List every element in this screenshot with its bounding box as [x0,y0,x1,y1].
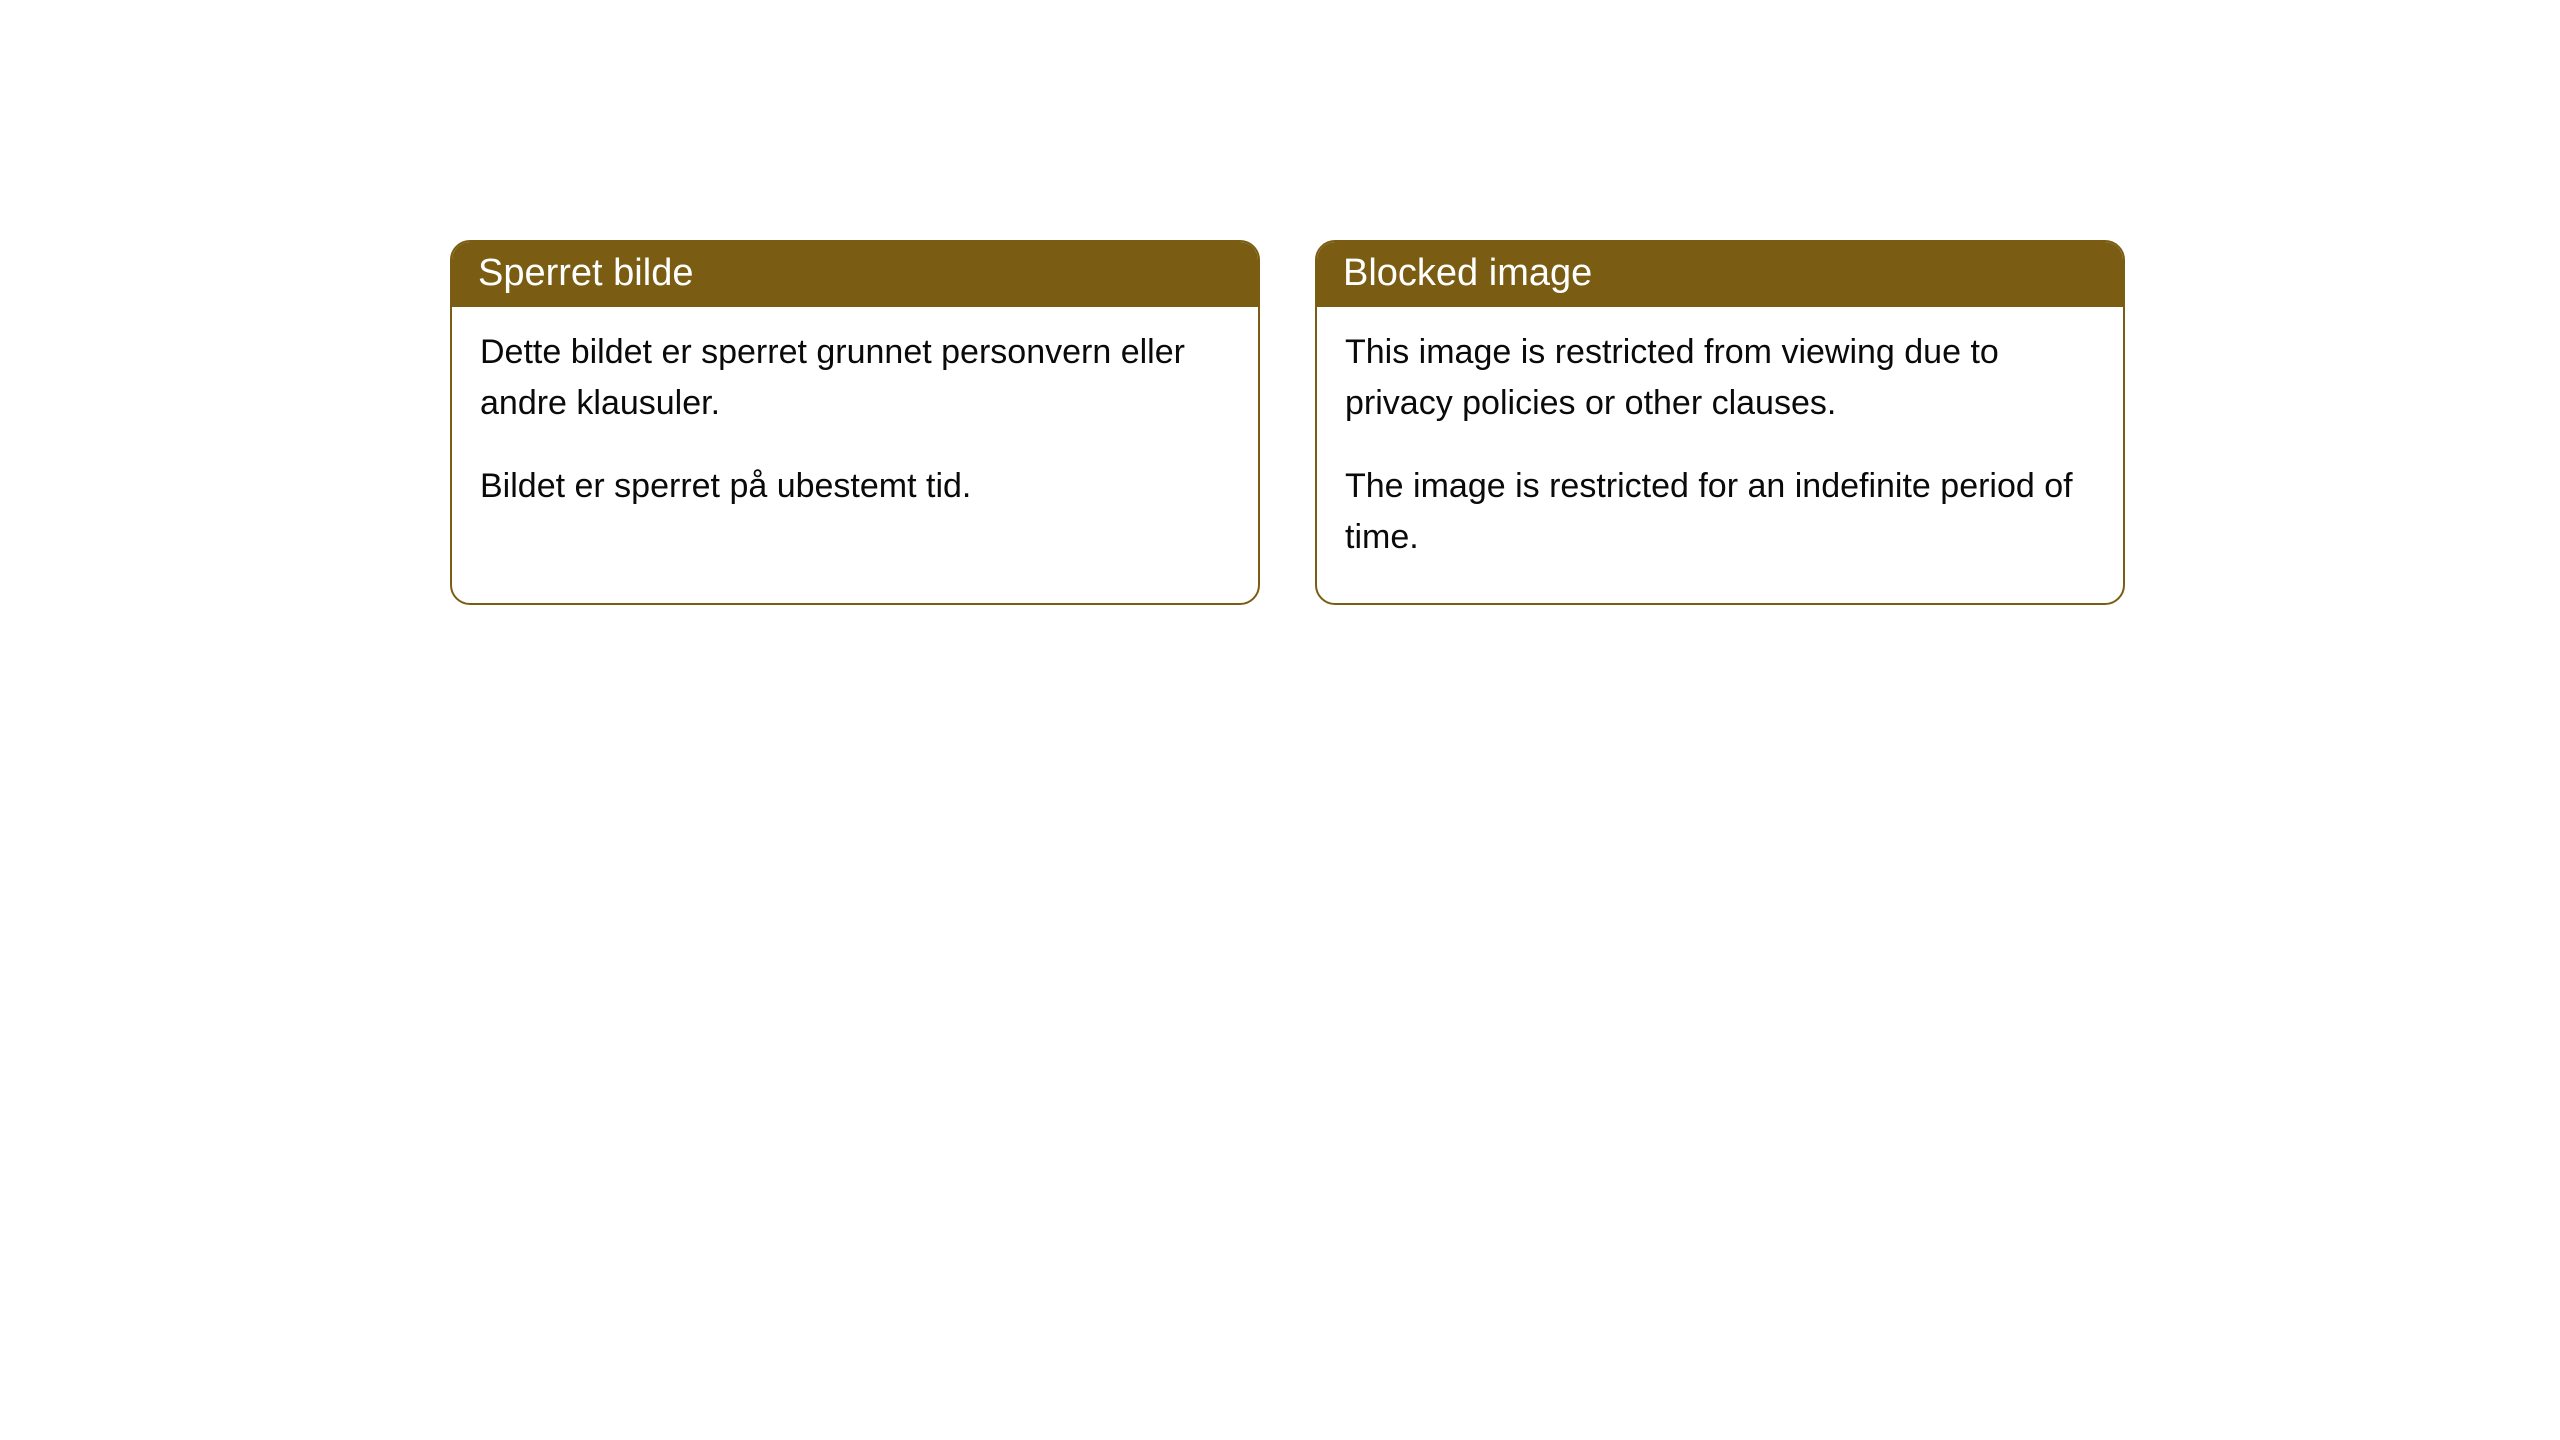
notice-cards-container: Sperret bilde Dette bildet er sperret gr… [0,0,2560,605]
card-body-en: This image is restricted from viewing du… [1317,307,2123,603]
card-body-no: Dette bildet er sperret grunnet personve… [452,307,1258,552]
blocked-image-card-no: Sperret bilde Dette bildet er sperret gr… [450,240,1260,605]
card-header-en: Blocked image [1317,242,2123,307]
card-paragraph-2-en: The image is restricted for an indefinit… [1345,461,2095,563]
card-paragraph-1-no: Dette bildet er sperret grunnet personve… [480,327,1230,429]
card-paragraph-1-en: This image is restricted from viewing du… [1345,327,2095,429]
card-paragraph-2-no: Bildet er sperret på ubestemt tid. [480,461,1230,512]
blocked-image-card-en: Blocked image This image is restricted f… [1315,240,2125,605]
card-header-no: Sperret bilde [452,242,1258,307]
